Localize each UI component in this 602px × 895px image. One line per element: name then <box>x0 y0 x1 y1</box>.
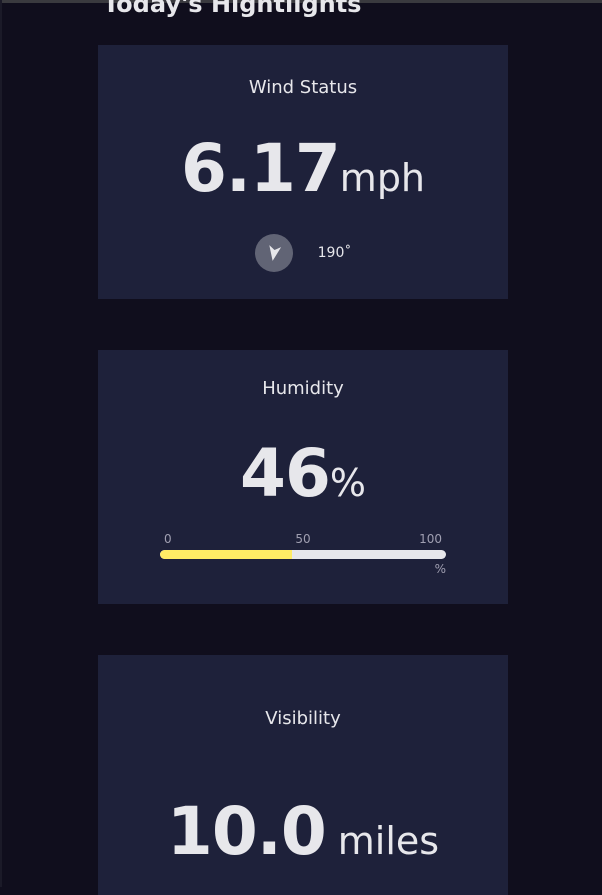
navigation-arrow-shape <box>268 245 281 261</box>
visibility-label: Visibility <box>265 708 341 729</box>
humidity-scale: 0 50 100 <box>160 532 446 546</box>
humidity-scale-mid: 50 <box>295 532 311 546</box>
humidity-progress-bar <box>160 550 446 559</box>
visibility-value-row: 10.0 miles <box>98 792 508 889</box>
top-strip <box>0 0 602 3</box>
left-edge <box>0 0 2 887</box>
visibility-unit: miles <box>337 819 440 863</box>
wind-status-label: Wind Status <box>248 77 358 98</box>
humidity-scale-min: 0 <box>164 532 172 546</box>
humidity-scale-unit: % <box>434 562 446 576</box>
wind-speed-unit: mph <box>339 156 426 200</box>
visibility-value: 10.0 <box>166 793 327 870</box>
visibility-card: Visibility 10.0 miles <box>98 655 508 895</box>
humidity-value-row: 46% <box>98 434 508 531</box>
navigation-arrow-icon <box>254 234 293 272</box>
wind-direction-degrees: 190˚ <box>317 245 352 261</box>
humidity-progress-fill <box>160 550 292 559</box>
wind-speed-value: 6.17 <box>180 130 341 207</box>
wind-speed-row: 6.17mph <box>98 129 508 226</box>
humidity-card: Humidity 46% 0 50 100 % <box>98 350 508 604</box>
wind-status-card: Wind Status 6.17mph 190˚ <box>98 45 508 299</box>
humidity-unit: % <box>329 461 366 505</box>
humidity-scale-max: 100 <box>419 532 442 546</box>
humidity-value: 46 <box>240 435 331 512</box>
section-title: Today's Hightlights <box>103 0 362 18</box>
humidity-label: Humidity <box>262 378 344 399</box>
wind-direction: 190˚ <box>98 234 508 272</box>
